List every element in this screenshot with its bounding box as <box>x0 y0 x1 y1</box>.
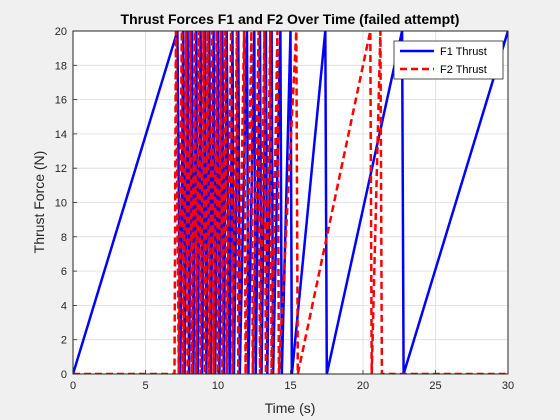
y-tick-label: 2 <box>61 335 67 347</box>
y-tick-label: 6 <box>61 266 67 278</box>
legend-label-f1: F1 Thrust <box>440 46 487 58</box>
y-axis-label: Thrust Force (N) <box>31 151 47 254</box>
y-tick-label: 8 <box>61 232 67 244</box>
x-tick-label: 5 <box>142 380 148 392</box>
series-layer <box>73 31 508 374</box>
y-tick-label: 12 <box>55 163 67 175</box>
legend-label-f2: F2 Thrust <box>440 64 487 76</box>
x-tick-label: 15 <box>284 380 296 392</box>
y-tick-label: 20 <box>55 26 67 38</box>
legend-box <box>393 40 504 80</box>
x-tick-label: 0 <box>70 380 76 392</box>
x-axis-label: Time (s) <box>265 400 316 416</box>
x-tick-label: 10 <box>212 380 224 392</box>
y-tick-label: 16 <box>55 95 67 107</box>
y-tick-label: 4 <box>61 300 67 312</box>
y-tick-label: 18 <box>55 60 67 72</box>
x-tick-label: 25 <box>429 380 441 392</box>
y-ticks: 0 2 4 6 8 10 12 14 16 18 20 <box>55 26 77 381</box>
y-tick-label: 10 <box>55 198 67 210</box>
chart-title: Thrust Forces F1 and F2 Over Time (faile… <box>121 11 460 27</box>
x-tick-label: 20 <box>357 380 369 392</box>
x-ticks: 0 5 10 15 20 25 30 <box>70 370 514 392</box>
y-tick-label: 14 <box>55 129 67 141</box>
x-tick-label: 30 <box>502 380 514 392</box>
legend: F1 Thrust F2 Thrust <box>393 40 504 80</box>
y-tick-label: 0 <box>61 369 67 381</box>
